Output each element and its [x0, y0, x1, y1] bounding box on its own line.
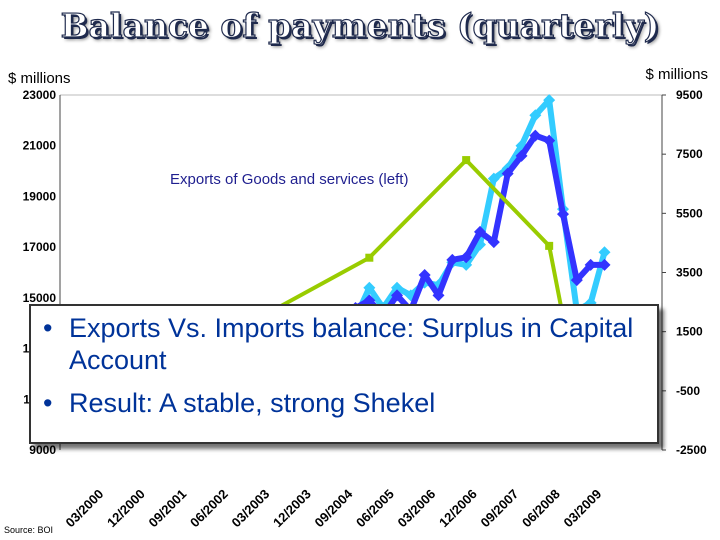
right-tick-label: 3500: [676, 266, 703, 280]
source-note: Source: BOI: [4, 525, 54, 535]
x-tick-label: 12/2000: [104, 486, 148, 530]
x-axis-ticks: 03/200012/200009/200106/200203/200312/20…: [63, 486, 605, 530]
series-0-point: [363, 294, 376, 307]
x-tick-label: 06/2008: [519, 486, 563, 530]
left-tick-label: 21000: [23, 139, 57, 153]
bullet-shekel: Result: A stable, strong Shekel: [39, 387, 647, 419]
exports-annotation: Exports of Goods and services (left): [170, 171, 408, 188]
x-tick-label: 03/2006: [395, 486, 439, 530]
series-2-point: [462, 156, 471, 165]
summary-callout: Exports Vs. Imports balance: Surplus in …: [29, 304, 659, 444]
series-0-point: [515, 149, 528, 162]
x-tick-label: 12/2006: [436, 486, 480, 530]
x-tick-label: 06/2005: [353, 486, 397, 530]
left-tick-label: 15000: [23, 291, 57, 305]
series-1-point: [487, 172, 500, 185]
right-tick-label: -500: [676, 384, 700, 398]
series-1-point: [598, 246, 611, 259]
right-tick-label: -2500: [676, 443, 707, 457]
series-layer: [227, 94, 611, 330]
bullet-surplus: Exports Vs. Imports balance: Surplus in …: [39, 312, 647, 376]
left-tick-label: 9000: [29, 443, 56, 457]
left-tick-label: 17000: [23, 240, 57, 254]
series-0-point: [501, 167, 514, 180]
series-0-point: [584, 258, 597, 271]
x-tick-label: 03/2003: [229, 486, 273, 530]
series-0-point: [598, 258, 611, 271]
bullet-list: Exports Vs. Imports balance: Surplus in …: [39, 312, 647, 419]
series-1-point: [543, 94, 556, 107]
series-0-point: [474, 225, 486, 238]
x-tick-label: 09/2007: [478, 486, 522, 530]
x-tick-label: 06/2002: [187, 486, 231, 530]
x-tick-label: 03/2000: [63, 486, 107, 530]
x-tick-label: 03/2009: [561, 486, 605, 530]
series-1-point: [529, 109, 542, 122]
right-tick-label: 5500: [676, 206, 703, 220]
series-0-point: [570, 274, 583, 287]
x-tick-label: 12/2003: [270, 486, 314, 530]
series-1-point: [391, 281, 403, 294]
right-tick-label: 7500: [676, 147, 703, 161]
right-tick-label: 1500: [676, 325, 703, 339]
series-2-point: [545, 241, 554, 250]
series-2-point: [365, 253, 374, 262]
series-1-point: [460, 258, 473, 271]
series-0-point: [391, 289, 403, 302]
right-tick-label: 9500: [676, 88, 703, 102]
series-0-point: [543, 134, 556, 147]
left-tick-label: 23000: [23, 88, 57, 102]
series-0-point: [460, 251, 473, 264]
left-tick-label: 19000: [23, 189, 57, 203]
series-0-point: [487, 236, 500, 249]
right-axis-ticks: -2500 -500 1500 3500 5500 7500 9500: [662, 88, 707, 457]
series-0-point: [557, 208, 569, 221]
series-0-point: [418, 269, 431, 282]
x-tick-label: 09/2001: [146, 486, 190, 530]
left-axis-unit: $ millions: [8, 70, 71, 87]
right-axis-unit: $ millions: [645, 66, 708, 83]
series-0-point: [529, 129, 542, 142]
x-tick-label: 09/2004: [312, 486, 356, 530]
page-title: Balance of payments (quarterly): [60, 5, 660, 45]
series-1-point: [363, 281, 376, 294]
series-0-point: [446, 253, 459, 266]
series-0-point: [432, 289, 445, 302]
